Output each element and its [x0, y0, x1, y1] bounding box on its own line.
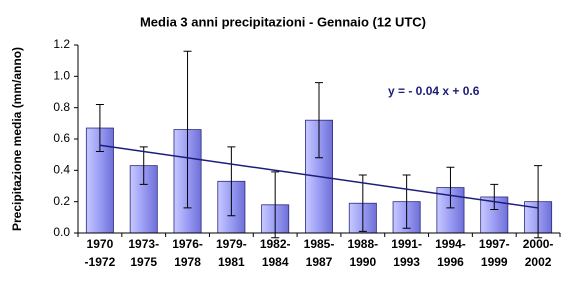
error-bar	[139, 146, 148, 185]
x-tick-label: 1975	[130, 255, 157, 269]
x-tick-label: 1976-	[172, 237, 203, 251]
y-tick-label: 1.0	[53, 69, 70, 83]
y-tick-label: 0.8	[53, 100, 70, 114]
y-axis-label: Precipitazione media (mm/anno)	[10, 47, 24, 231]
x-tick-label: 1996	[437, 255, 464, 269]
x-tick-label: 1984	[262, 255, 289, 269]
x-tick-label: 2000-	[523, 237, 554, 251]
x-tick-label: 1997-	[479, 237, 510, 251]
x-tick-label: 1979-	[216, 237, 247, 251]
x-tick-label: 1970	[87, 237, 114, 251]
y-tick-label: 1.2	[53, 37, 70, 51]
trendline-label: y = - 0.04 x + 0.6	[388, 84, 480, 98]
x-tick-label: 1982-	[260, 237, 291, 251]
error-bar	[446, 166, 455, 209]
x-tick-label: 1993	[393, 255, 420, 269]
error-bar	[315, 82, 323, 159]
error-bar	[183, 50, 192, 209]
x-tick-label: 1990	[349, 255, 376, 269]
x-tick-label: 1991-	[391, 237, 422, 251]
x-tick-label: 1999	[481, 255, 508, 269]
x-tick-label: 1985-	[304, 237, 335, 251]
error-bar	[358, 174, 367, 232]
error-bar	[227, 146, 236, 217]
x-tick-label: 1994-	[435, 237, 466, 251]
error-bar	[490, 183, 499, 210]
y-tick-label: 0.4	[53, 163, 70, 177]
y-tick-label: 0.6	[53, 131, 70, 145]
error-bar	[402, 174, 411, 229]
x-tick-label: 1973-	[128, 237, 159, 251]
error-bar	[534, 165, 543, 239]
x-tick-label: 1978	[174, 255, 201, 269]
x-tick-label: 1981	[218, 255, 245, 269]
error-bar	[95, 104, 104, 153]
x-tick-label: -1972	[85, 255, 116, 269]
chart-title: Media 3 anni precipitazioni - Gennaio (1…	[140, 14, 426, 29]
x-tick-label: 2002	[525, 255, 552, 269]
trendline	[99, 144, 539, 209]
x-tick-label: 1988-	[347, 237, 378, 251]
x-tick-label: 1987	[306, 255, 333, 269]
error-bar	[271, 171, 280, 239]
y-tick-label: 0.0	[53, 225, 70, 239]
y-tick-label: 0.2	[53, 194, 70, 208]
